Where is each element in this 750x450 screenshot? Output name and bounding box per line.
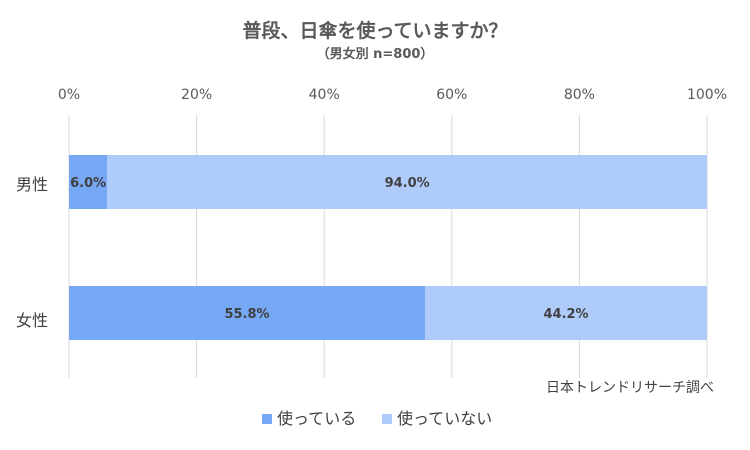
legend-swatch — [382, 414, 392, 424]
x-axis-ticks: 0% 20% 40% 60% 80% 100% — [58, 87, 727, 103]
chart-subtitle: （男女別 n=800） — [317, 46, 434, 62]
category-label: 女性 — [16, 311, 48, 330]
data-label: 55.8% — [224, 307, 269, 322]
bar-segment — [69, 155, 108, 209]
x-tick-label: 0% — [58, 87, 80, 103]
bar-segment — [107, 155, 707, 209]
legend-swatch — [262, 414, 272, 424]
data-label: 44.2% — [543, 307, 588, 322]
source-note: 日本トレンドリサーチ調べ — [546, 380, 714, 396]
category-label: 男性 — [16, 175, 48, 194]
bar-segment — [425, 286, 707, 340]
data-label: 94.0% — [385, 176, 430, 191]
legend-label: 使っていない — [397, 409, 492, 428]
x-tick-label: 20% — [181, 87, 212, 103]
x-tick-label: 60% — [436, 87, 467, 103]
legend: 使っている 使っていない — [262, 409, 492, 428]
data-labels: 6.0% 94.0% 55.8% 44.2% — [70, 176, 588, 322]
legend-label: 使っている — [277, 409, 356, 428]
x-tick-label: 40% — [309, 87, 340, 103]
data-label: 6.0% — [70, 176, 106, 191]
x-tick-label: 80% — [564, 87, 595, 103]
chart-title: 普段、日傘を使っていますか？ — [242, 19, 507, 42]
x-tick-label: 100% — [687, 87, 727, 103]
bar-segment — [69, 286, 426, 340]
bars — [69, 155, 707, 340]
